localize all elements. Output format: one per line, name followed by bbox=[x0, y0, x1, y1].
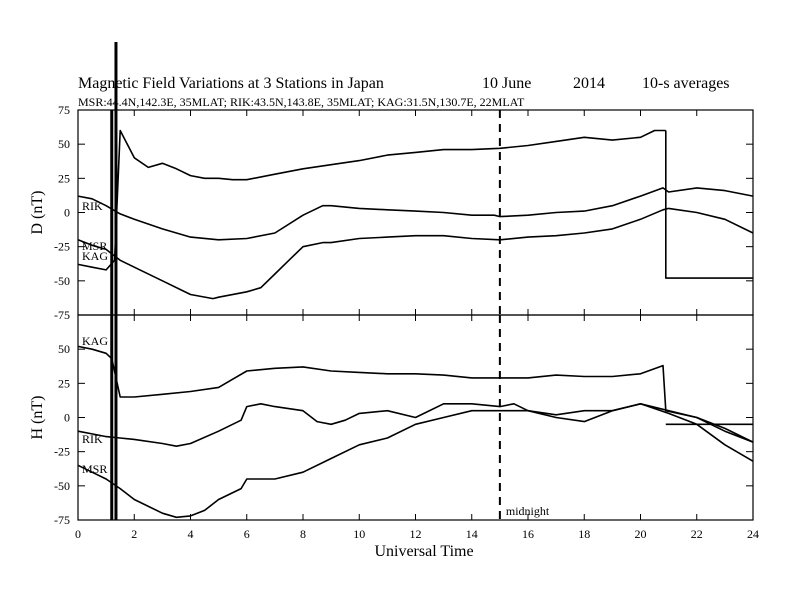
h-y-tick-label: 0 bbox=[64, 411, 70, 425]
h-series-label-rik: RIK bbox=[82, 432, 103, 446]
d-series-msr bbox=[77, 207, 754, 300]
h-series-label-msr: MSR bbox=[82, 462, 107, 476]
h-y-tick-label: 25 bbox=[58, 376, 70, 390]
d-y-tick-label: 75 bbox=[58, 103, 70, 117]
chart-averaging: 10-s averages bbox=[642, 75, 730, 92]
h-y-tick-label: -25 bbox=[54, 445, 70, 459]
d-series-kag bbox=[77, 129, 666, 271]
d-series-label-msr: MSR bbox=[82, 239, 107, 253]
d-y-tick-label: 50 bbox=[58, 137, 70, 151]
d-y-tick-label: 0 bbox=[64, 206, 70, 220]
d-series-label-rik: RIK bbox=[82, 199, 103, 213]
h-series-rik bbox=[77, 402, 754, 448]
d-series-rik bbox=[77, 187, 754, 241]
x-tick-label: 24 bbox=[747, 527, 759, 541]
midnight-label: midnight bbox=[506, 504, 550, 518]
d-y-tick-label: 25 bbox=[58, 171, 70, 185]
x-tick-label: 16 bbox=[522, 527, 534, 541]
x-axis-label: Universal Time bbox=[374, 543, 473, 560]
d-axis-label: D (nT) bbox=[29, 191, 46, 235]
h-y-tick-label: -75 bbox=[54, 513, 70, 527]
chart-title: Magnetic Field Variations at 3 Stations … bbox=[78, 75, 384, 92]
x-tick-label: 20 bbox=[635, 527, 647, 541]
x-tick-label: 22 bbox=[691, 527, 703, 541]
x-tick-label: 4 bbox=[188, 527, 194, 541]
h-series-msr bbox=[77, 402, 754, 519]
d-y-tick-label: -50 bbox=[54, 274, 70, 288]
d-panel-frame bbox=[77, 109, 754, 316]
x-tick-label: 2 bbox=[131, 527, 137, 541]
h-series-label-kag: KAG bbox=[82, 334, 108, 348]
x-tick-label: 10 bbox=[353, 527, 365, 541]
chart-date: 10 June bbox=[482, 75, 531, 92]
x-tick-label: 6 bbox=[244, 527, 250, 541]
h-axis-label: H (nT) bbox=[29, 396, 46, 440]
x-tick-label: 0 bbox=[75, 527, 81, 541]
d-series-label-kag: KAG bbox=[82, 249, 108, 263]
d-series-offset-step bbox=[664, 130, 753, 279]
chart-stations: MSR:44.4N,142.3E, 35MLAT; RIK:43.5N,143.… bbox=[78, 95, 525, 109]
h-series-kag bbox=[77, 345, 754, 443]
x-tick-label: 8 bbox=[300, 527, 306, 541]
h-y-tick-label: -50 bbox=[54, 479, 70, 493]
x-tick-label: 18 bbox=[578, 527, 590, 541]
chart-year: 2014 bbox=[573, 75, 605, 92]
x-tick-label: 12 bbox=[410, 527, 422, 541]
d-y-tick-label: -75 bbox=[54, 308, 70, 322]
h-y-tick-label: 50 bbox=[58, 342, 70, 356]
x-tick-label: 14 bbox=[466, 527, 478, 541]
d-y-tick-label: -25 bbox=[54, 240, 70, 254]
